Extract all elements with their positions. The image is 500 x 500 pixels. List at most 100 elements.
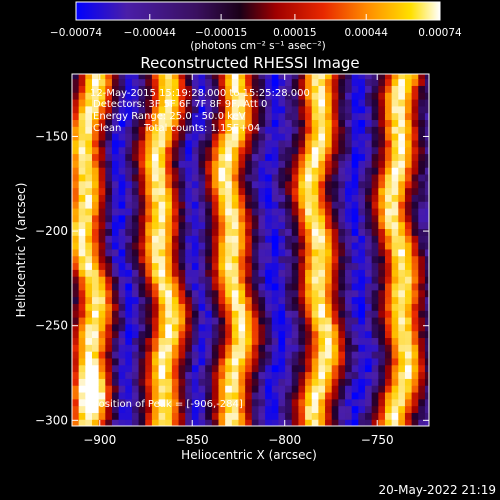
heatmap-cell <box>298 187 306 195</box>
heatmap-cell <box>391 153 399 161</box>
heatmap-cell <box>238 385 246 393</box>
heatmap-cell <box>384 385 393 393</box>
heatmap-cell <box>205 242 213 250</box>
heatmap-cell <box>271 214 280 223</box>
colorbar-ticks: −0.00074 −0.00044 −0.00015 0.00015 0.00044 0.… <box>50 14 462 39</box>
heatmap-cell <box>318 330 326 339</box>
heatmap-cell <box>411 180 419 189</box>
heatmap-cell <box>178 214 186 223</box>
heatmap-cell <box>345 412 353 420</box>
heatmap-cell <box>125 357 133 366</box>
heatmap-cell <box>424 337 429 345</box>
heatmap-cell <box>338 133 346 141</box>
heatmap-cell <box>111 167 120 175</box>
heatmap-cell <box>231 405 240 413</box>
heatmap-cell <box>138 405 146 413</box>
heatmap-cell <box>85 160 93 168</box>
heatmap-cell <box>125 146 133 155</box>
heatmap-cell <box>191 303 200 311</box>
heatmap-cell <box>424 419 429 426</box>
heatmap-cell <box>318 207 326 216</box>
heatmap-cell <box>85 119 93 127</box>
heatmap-cell <box>245 119 253 127</box>
heatmap-cell <box>165 419 173 426</box>
heatmap-cell <box>171 262 180 270</box>
heatmap-cell <box>351 126 359 134</box>
heatmap-cell <box>345 351 353 359</box>
heatmap-cell <box>365 173 373 182</box>
heatmap-cell <box>424 296 429 304</box>
heatmap-cell <box>218 85 226 93</box>
heatmap-cell <box>165 255 173 264</box>
heatmap-cell <box>265 282 273 291</box>
heatmap-cell <box>331 330 339 339</box>
heatmap-cell <box>378 351 386 359</box>
heatmap-cell <box>258 412 266 420</box>
heatmap-cell <box>165 235 173 243</box>
heatmap-cell <box>278 419 286 426</box>
heatmap-cell <box>384 160 393 168</box>
heatmap-cell <box>278 92 286 100</box>
heatmap-cell <box>105 221 113 230</box>
heatmap-cell <box>325 282 333 291</box>
heatmap-cell <box>311 296 319 304</box>
heatmap-cell <box>378 146 386 155</box>
heatmap-cell <box>411 262 419 270</box>
heatmap-cell <box>205 330 213 339</box>
heatmap-cell <box>98 105 106 114</box>
heatmap-cell <box>191 214 200 223</box>
heatmap-cell <box>298 139 306 148</box>
heatmap-cell <box>398 357 406 366</box>
heatmap-cell <box>325 371 333 379</box>
heatmap-cell <box>178 228 186 236</box>
heatmap-cell <box>291 296 300 304</box>
heatmap-cell <box>145 296 153 304</box>
heatmap-cell <box>404 323 413 332</box>
heatmap-cell <box>424 398 429 407</box>
heatmap-cell <box>191 412 200 420</box>
heatmap-cell <box>338 419 346 426</box>
heatmap-cell <box>345 262 353 270</box>
heatmap-cell <box>245 133 253 141</box>
heatmap-cell <box>158 310 166 318</box>
heatmap-cell <box>91 112 100 121</box>
heatmap-cell <box>411 167 419 175</box>
heatmap-cell <box>358 303 366 311</box>
heatmap-cell <box>311 146 319 155</box>
heatmap-cell <box>398 146 406 155</box>
heatmap-cell <box>85 310 93 318</box>
heatmap-cell <box>171 235 180 243</box>
heatmap-cell <box>404 255 413 264</box>
heatmap-cell <box>365 119 373 127</box>
heatmap-cell <box>158 255 166 264</box>
heatmap-cell <box>291 364 300 373</box>
heatmap-cell <box>391 351 399 359</box>
heatmap-cell <box>231 146 240 155</box>
heatmap-cell <box>358 153 366 161</box>
heatmap-cell <box>145 214 153 223</box>
heatmap-cell <box>391 173 399 182</box>
heatmap-cell <box>265 74 273 80</box>
heatmap-cell <box>331 316 339 325</box>
heatmap-cell <box>158 398 166 407</box>
heatmap-cell <box>178 412 186 420</box>
heatmap-cell <box>72 412 80 420</box>
heatmap-cell <box>404 187 413 195</box>
heatmap-cell <box>305 323 313 332</box>
heatmap-cell <box>231 98 240 107</box>
heatmap-cell <box>111 119 120 127</box>
heatmap-cell <box>358 405 366 413</box>
heatmap-cell <box>378 153 386 161</box>
heatmap-cell <box>371 221 379 230</box>
heatmap-cell <box>331 153 339 161</box>
heatmap-cell <box>338 126 346 134</box>
heatmap-cell <box>138 248 146 257</box>
heatmap-cell <box>191 133 200 141</box>
heatmap-cell <box>351 351 359 359</box>
heatmap-cell <box>391 316 399 325</box>
heatmap-cell <box>305 214 313 223</box>
heatmap-cell <box>178 146 186 155</box>
heatmap-cell <box>178 269 186 277</box>
heatmap-cell <box>211 330 220 339</box>
heatmap-cell <box>351 214 359 223</box>
